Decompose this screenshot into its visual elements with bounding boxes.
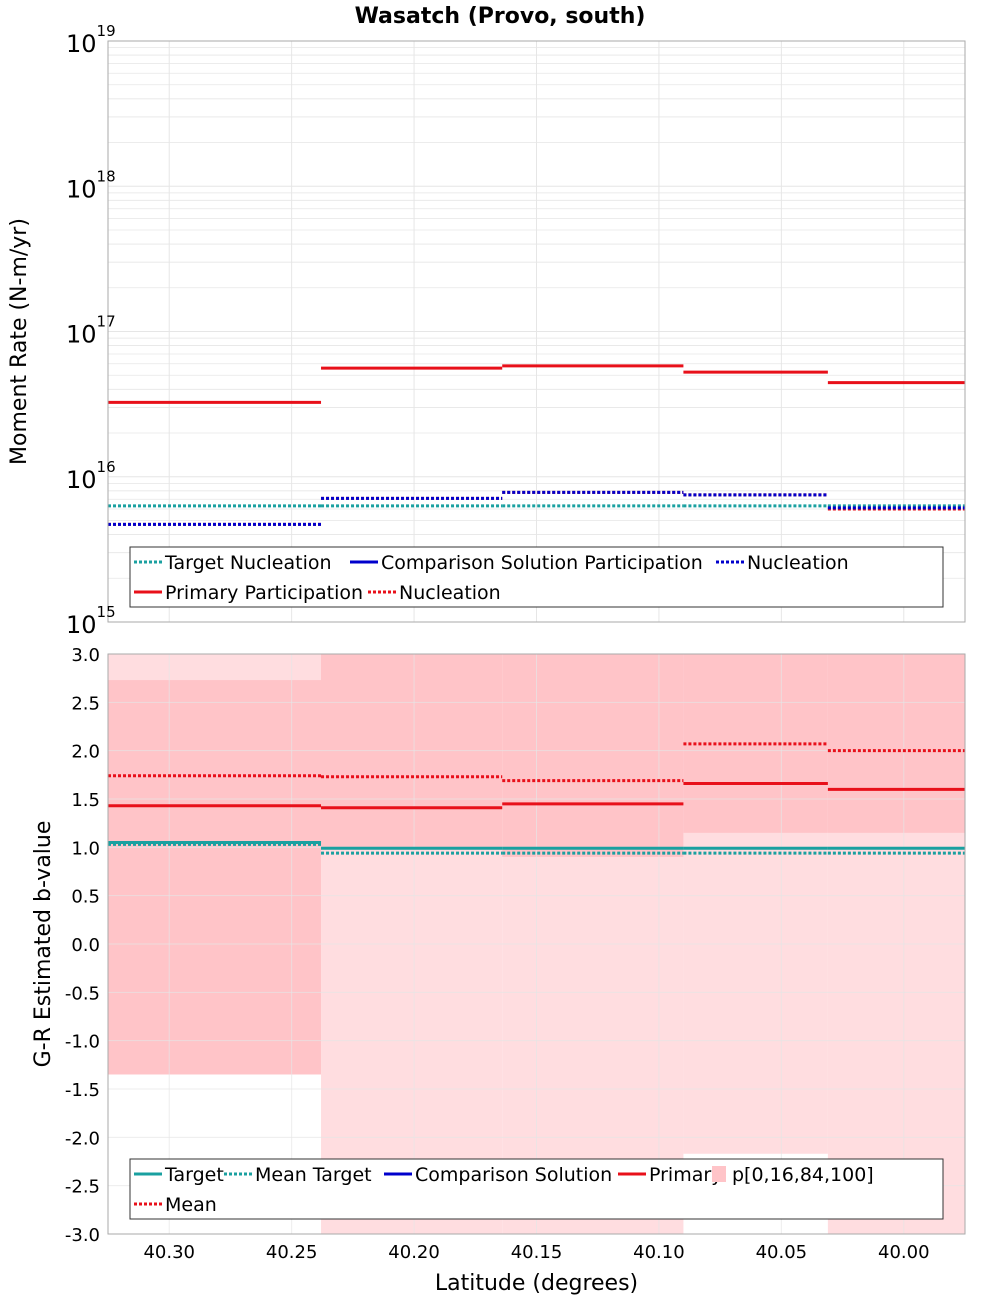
legend-label: Nucleation (399, 582, 501, 604)
percentile-band-inner (108, 680, 322, 1075)
moment-rate-y-axis-label: Moment Rate (N-m/yr) (7, 218, 32, 465)
y-tick-label: 1017 (66, 313, 116, 349)
legend-label: p[0,16,84,100] (732, 1164, 874, 1186)
latitude-x-axis-label: Latitude (degrees) (435, 1271, 638, 1296)
x-tick-label: 40.10 (633, 1242, 685, 1263)
y-tick-label: -0.5 (65, 983, 100, 1004)
y-tick-label: -2.5 (65, 1177, 100, 1198)
legend-box (129, 546, 944, 608)
y-tick-label: -2.0 (65, 1128, 100, 1149)
x-tick-label: 40.25 (266, 1242, 318, 1263)
y-tick-label: 2.0 (71, 742, 100, 763)
y-tick-label: -1.0 (65, 1032, 100, 1053)
y-tick-label: 0.5 (71, 887, 100, 908)
y-tick-label: 0.0 (71, 935, 100, 956)
b-value-plot-frame (107, 653, 966, 1235)
y-tick-label: 1015 (66, 603, 116, 639)
moment-rate-panel: 1015 1016 1017 1018 1019 Moment Rate (N-m/yr… (7, 22, 966, 639)
y-tick-label: -1.5 (65, 1080, 100, 1101)
y-tick-label: 1.0 (71, 838, 100, 859)
percentile-band-inner (827, 654, 965, 833)
y-tick-label: -3.0 (65, 1225, 100, 1246)
y-tick-label: 1016 (66, 458, 116, 494)
legend-swatch (712, 1166, 726, 1182)
y-tick-label: 1018 (66, 167, 116, 203)
percentile-band-inner (321, 654, 503, 850)
y-tick-label: 3.0 (71, 645, 100, 666)
percentile-band-inner (502, 654, 684, 857)
y-tick-label: 1.5 (71, 790, 100, 811)
x-tick-label: 40.05 (756, 1242, 808, 1263)
chart-title: Wasatch (Provo, south) (355, 4, 646, 29)
legend-label: Primary (649, 1164, 722, 1186)
moment-rate-legend: Target Nucleation Comparison Solution Par… (129, 546, 944, 608)
y-tick-label: 2.5 (71, 693, 100, 714)
b-value-series (108, 742, 965, 855)
moment-rate-grid (108, 41, 965, 623)
legend-label: Mean Target (255, 1164, 372, 1186)
b-value-panel: 3.0 2.5 2.0 1.5 1.0 0.5 0.0 -0.5 -1.0 -1.5 -2.0 -2.… (31, 645, 966, 1296)
legend-box (129, 1158, 944, 1220)
legend-label: Target (164, 1164, 224, 1186)
y-tick-label: 1019 (66, 22, 116, 58)
x-tick-label: 40.20 (388, 1242, 440, 1263)
moment-rate-y-ticks: 1015 1016 1017 1018 1019 (66, 22, 116, 639)
legend-label: Comparison Solution (415, 1164, 612, 1186)
b-value-y-ticks: 3.0 2.5 2.0 1.5 1.0 0.5 0.0 -0.5 -1.0 -1.5 -2.0 -2.… (65, 645, 100, 1246)
legend-label: Mean (165, 1194, 217, 1216)
x-tick-label: 40.15 (511, 1242, 563, 1263)
latitude-x-ticks: 40.30 40.25 40.20 40.15 40.10 40.05 40.00 (143, 1242, 929, 1263)
moment-rate-series (108, 364, 965, 526)
x-tick-label: 40.00 (878, 1242, 930, 1263)
b-value-legend: Target Mean Target Comparison Solution Prim… (129, 1158, 944, 1220)
b-value-y-axis-label: G-R Estimated b-value (31, 821, 56, 1068)
moment-rate-plot-frame (107, 40, 966, 623)
x-tick-label: 40.30 (143, 1242, 195, 1263)
legend-label: Nucleation (747, 552, 849, 574)
legend-label: Target Nucleation (164, 552, 332, 574)
legend-label: Primary Participation (165, 582, 363, 604)
legend-label: Comparison Solution Participation (381, 552, 703, 574)
